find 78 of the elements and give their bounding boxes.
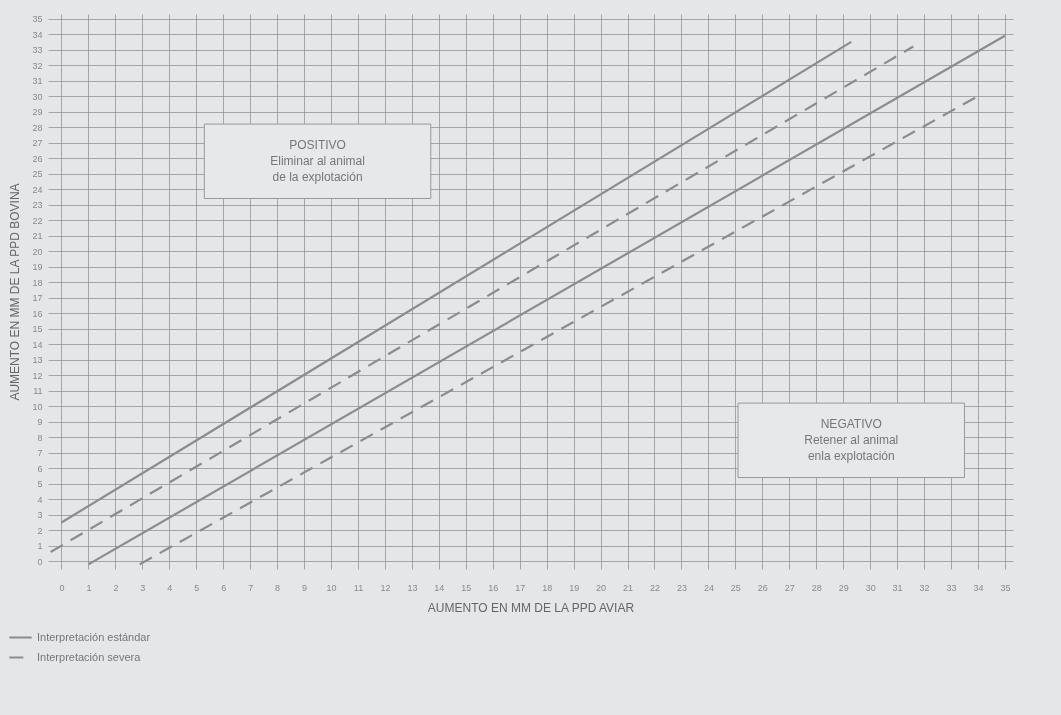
y-tick-label: 22 xyxy=(32,215,43,226)
x-tick-label: 34 xyxy=(973,582,984,593)
x-tick-label: 24 xyxy=(703,582,714,593)
y-axis-title: AUMENTO EN MM DE LA PPD BOVINA xyxy=(8,183,23,401)
x-tick-label: 1 xyxy=(86,582,92,593)
y-tick-label: 21 xyxy=(32,231,43,242)
annotation: POSITIVO Eliminar al animal de la explotación xyxy=(270,138,365,185)
x-tick-label: 35 xyxy=(1000,582,1011,593)
y-tick-label: 14 xyxy=(32,339,43,350)
x-tick-label: 5 xyxy=(194,582,200,593)
y-tick-label: 28 xyxy=(32,122,43,133)
y-tick-label: 23 xyxy=(32,200,43,211)
x-tick-label: 8 xyxy=(275,582,281,593)
annotation: NEGATIVO Retener al animal enla explotación xyxy=(804,417,899,464)
x-tick-label: 13 xyxy=(407,582,418,593)
x-tick-label: 15 xyxy=(461,582,472,593)
y-tick-label: 17 xyxy=(32,293,43,304)
y-tick-label: 32 xyxy=(32,60,43,71)
x-tick-label: 16 xyxy=(488,582,499,593)
x-tick-label: 18 xyxy=(542,582,553,593)
y-tick-label: 30 xyxy=(32,91,43,102)
y-tick-label: 34 xyxy=(32,29,43,40)
y-tick-label: 10 xyxy=(32,401,43,412)
y-tick-label: 25 xyxy=(32,169,43,180)
x-axis-title: AUMENTO EN MM DE LA PPD AVIAR xyxy=(427,600,635,615)
y-tick-label: 15 xyxy=(32,324,43,335)
y-tick-label: 4 xyxy=(37,494,43,505)
y-tick-label: 29 xyxy=(32,107,43,118)
y-tick-label: 9 xyxy=(37,417,43,428)
y-tick-label: 20 xyxy=(32,246,43,257)
y-tick-label: 16 xyxy=(32,308,43,319)
y-tick-label: 12 xyxy=(32,370,43,381)
y-tick-label: 18 xyxy=(32,277,43,288)
x-tick-label: 11 xyxy=(353,582,364,593)
x-tick-label: 23 xyxy=(676,582,687,593)
x-tick-label: 30 xyxy=(865,582,876,593)
x-tick-label: 6 xyxy=(221,582,227,593)
y-tick-label: 1 xyxy=(37,541,43,552)
x-tick-label: 7 xyxy=(248,582,254,593)
x-tick-label: 25 xyxy=(730,582,741,593)
x-tick-label: 9 xyxy=(302,582,308,593)
y-tick-label: 27 xyxy=(32,138,43,149)
x-tick-label: 28 xyxy=(811,582,822,593)
x-tick-label: 27 xyxy=(784,582,795,593)
x-tick-label: 2 xyxy=(113,582,119,593)
x-tick-label: 14 xyxy=(434,582,445,593)
x-tick-label: 19 xyxy=(569,582,580,593)
x-tick-label: 20 xyxy=(596,582,607,593)
x-tick-label: 22 xyxy=(649,582,660,593)
y-tick-label: 5 xyxy=(37,479,43,490)
x-tick-label: 10 xyxy=(326,582,337,593)
y-tick-label: 35 xyxy=(32,14,43,25)
y-tick-label: 33 xyxy=(32,45,43,56)
x-tick-label: 32 xyxy=(919,582,930,593)
y-tick-label: 19 xyxy=(32,262,43,273)
x-tick-label: 26 xyxy=(757,582,768,593)
y-tick-label: 11 xyxy=(33,386,43,397)
y-tick-label: 3 xyxy=(37,510,43,521)
y-tick-label: 24 xyxy=(32,184,43,195)
y-tick-label: 2 xyxy=(37,525,43,536)
x-tick-label: 3 xyxy=(140,582,146,593)
y-tick-label: 6 xyxy=(37,463,43,474)
x-tick-label: 29 xyxy=(838,582,849,593)
y-tick-label: 31 xyxy=(32,76,43,87)
y-tick-label: 7 xyxy=(37,448,43,459)
y-tick-label: 8 xyxy=(37,432,43,443)
legend-label: Interpretación severa xyxy=(37,650,142,663)
x-tick-label: 21 xyxy=(623,582,634,593)
x-tick-label: 31 xyxy=(892,582,903,593)
x-tick-label: 12 xyxy=(380,582,391,593)
x-tick-label: 33 xyxy=(946,582,957,593)
x-tick-label: 17 xyxy=(515,582,526,593)
y-tick-label: 0 xyxy=(37,556,43,567)
y-tick-label: 13 xyxy=(32,355,43,366)
x-tick-label: 4 xyxy=(167,582,173,593)
legend-label: Interpretación estándar xyxy=(37,630,151,643)
y-tick-label: 26 xyxy=(32,153,43,164)
x-tick-label: 0 xyxy=(59,582,65,593)
